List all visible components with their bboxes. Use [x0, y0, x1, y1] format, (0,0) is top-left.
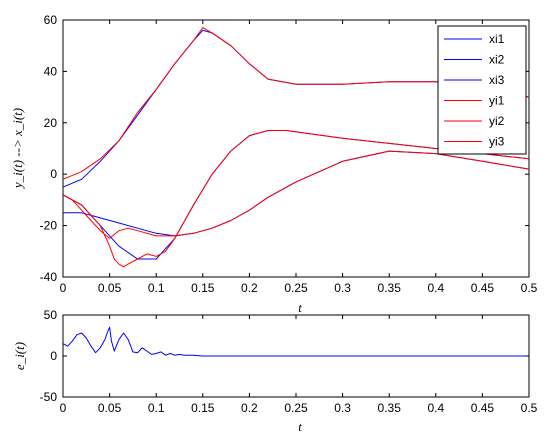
x-tick-label: 0.4 [427, 281, 444, 295]
x-tick-label: 0.5 [521, 281, 538, 295]
legend: xi1 xi2 xi3 yi1 yi2 yi3 [437, 25, 527, 155]
x-tick-label: 0.25 [284, 281, 308, 295]
x-tick-label: 0 [60, 281, 67, 295]
legend-label-xi1: xi1 [489, 32, 505, 46]
x-tick-label: 0.2 [241, 401, 258, 415]
x-tick-label: 0.45 [471, 281, 495, 295]
top-ticks-group: 0 0.05 0.1 0.15 0.2 0.25 0.3 0.35 0.4 0.45 0.5 -40 -… [40, 13, 538, 295]
x-tick-label: 0.2 [241, 281, 258, 295]
series-line-yi1 [62, 27, 530, 180]
x-tick-label: 0.35 [378, 401, 402, 415]
series-line-yi2 [62, 130, 530, 268]
x-tick-label: 0.1 [148, 401, 165, 415]
bottom-series-group [62, 326, 529, 357]
y-tick-label: 0 [50, 167, 57, 181]
y-tick-label: -50 [40, 390, 58, 404]
bottom-x-axis-label: t [298, 419, 302, 434]
x-tick-label: 0.25 [284, 401, 308, 415]
top-x-axis-label: t [298, 300, 302, 315]
y-tick-label: 60 [44, 13, 58, 27]
legend-label-yi2: yi2 [489, 114, 505, 128]
bottom-ticks-group: 0 0.05 0.1 0.15 0.2 0.25 0.3 0.35 0.4 0.45 0.5-500… [40, 308, 538, 415]
x-tick-label: 0 [60, 401, 67, 415]
bottom-axes: 0 0.05 0.1 0.15 0.2 0.25 0.3 0.35 0.4 0.45 0.5-500… [12, 308, 538, 434]
series-line-error-0 [62, 326, 529, 357]
x-tick-label: 0.5 [521, 401, 538, 415]
x-tick-label: 0.45 [471, 401, 495, 415]
series-line-yi3 [62, 150, 530, 239]
top-series-group [62, 27, 530, 268]
y-tick-label: -40 [40, 270, 58, 284]
y-tick-label: 50 [44, 308, 58, 322]
x-tick-label: 0.15 [191, 281, 215, 295]
x-tick-label: 0.15 [191, 401, 215, 415]
bottom-y-axis-label: e_i(t) [12, 342, 27, 370]
y-tick-label: 40 [44, 64, 58, 78]
y-tick-label: 20 [44, 116, 58, 130]
x-tick-label: 0.3 [334, 401, 351, 415]
x-tick-label: 0.05 [98, 281, 122, 295]
legend-label-xi3: xi3 [489, 73, 505, 87]
x-tick-label: 0.05 [98, 401, 122, 415]
top-axes: 0 0.05 0.1 0.15 0.2 0.25 0.3 0.35 0.4 0.45 0.5 -40 -… [10, 13, 538, 315]
legend-label-yi1: yi1 [489, 94, 505, 108]
top-y-axis-label: y_i(t) --> x_i(t) [10, 108, 25, 190]
x-tick-label: 0.1 [148, 281, 165, 295]
legend-label-yi3: yi3 [489, 135, 505, 149]
x-tick-label: 0.3 [334, 281, 351, 295]
legend-items: xi1 xi2 xi3 yi1 yi2 yi3 [444, 32, 505, 149]
x-tick-label: 0.35 [378, 281, 402, 295]
legend-label-xi2: xi2 [489, 53, 505, 67]
y-tick-label: 0 [50, 349, 57, 363]
legend-box [437, 25, 527, 155]
y-tick-label: -20 [40, 219, 58, 233]
x-tick-label: 0.4 [427, 401, 444, 415]
